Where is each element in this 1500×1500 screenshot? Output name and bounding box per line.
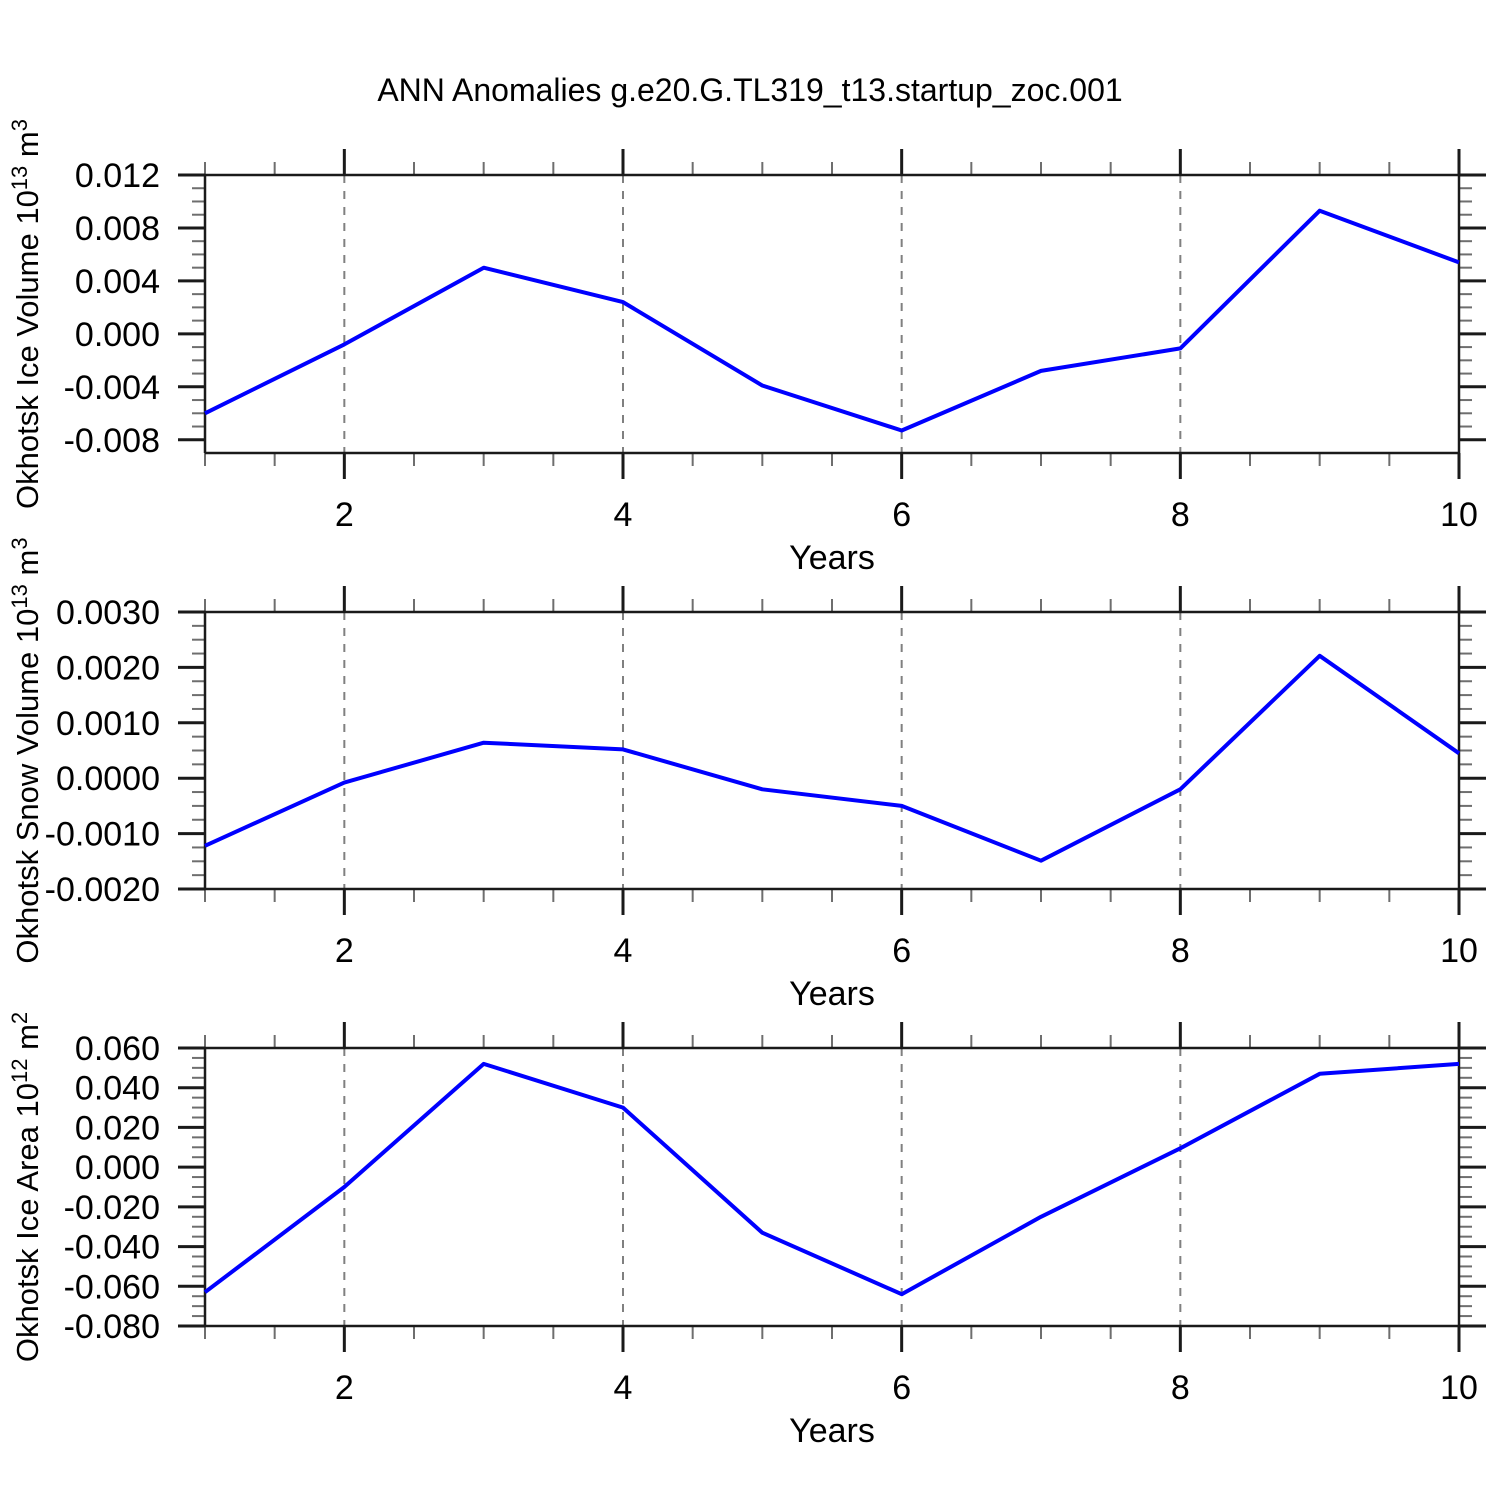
x-tick-label: 10 xyxy=(1440,1369,1478,1407)
y-tick-label: 0.000 xyxy=(75,1149,160,1187)
y-tick-label: 0.0000 xyxy=(56,760,160,798)
chart-panel-3: 0.0600.0400.0200.000-0.020-0.040-0.060-0… xyxy=(7,1012,1486,1450)
y-tick-label: 0.040 xyxy=(75,1070,160,1108)
y-tick-label: -0.0020 xyxy=(45,871,160,909)
y-tick-label: -0.004 xyxy=(64,369,160,407)
x-tick-label: 4 xyxy=(614,932,633,970)
y-tick-label: 0.060 xyxy=(75,1030,160,1068)
y-tick-label: 0.000 xyxy=(75,316,160,354)
y-tick-label: 0.0020 xyxy=(56,649,160,687)
y-axis-title: Okhotsk Ice Volume 1013 m3 xyxy=(7,119,45,509)
y-tick-label: -0.0010 xyxy=(45,816,160,854)
y-tick-label: 0.008 xyxy=(75,210,160,248)
figure-title: ANN Anomalies g.e20.G.TL319_t13.startup_… xyxy=(377,72,1123,108)
y-tick-label: -0.020 xyxy=(64,1189,160,1227)
y-tick-label: 0.0030 xyxy=(56,594,160,632)
y-tick-label: 0.004 xyxy=(75,263,160,301)
x-axis-title: Years xyxy=(789,539,875,577)
data-line xyxy=(204,653,1461,863)
x-tick-label: 8 xyxy=(1171,496,1190,534)
x-axis-title: Years xyxy=(789,1412,875,1450)
x-tick-label: 4 xyxy=(614,496,633,534)
x-tick-label: 4 xyxy=(614,1369,633,1407)
x-tick-label: 6 xyxy=(892,932,911,970)
x-tick-label: 2 xyxy=(335,1369,354,1407)
x-tick-label: 2 xyxy=(335,496,354,534)
x-tick-label: 10 xyxy=(1440,496,1478,534)
x-tick-label: 6 xyxy=(892,1369,911,1407)
x-tick-label: 10 xyxy=(1440,932,1478,970)
data-line xyxy=(204,208,1460,433)
y-tick-label: -0.060 xyxy=(64,1268,160,1306)
x-tick-label: 8 xyxy=(1171,932,1190,970)
y-tick-label: -0.008 xyxy=(64,422,160,460)
y-axis-title: Okhotsk Snow Volume 1013 m3 xyxy=(7,537,45,963)
y-tick-label: -0.040 xyxy=(64,1229,160,1267)
x-axis-title: Years xyxy=(789,975,875,1013)
y-tick-label: 0.0010 xyxy=(56,705,160,743)
x-tick-label: 8 xyxy=(1171,1369,1190,1407)
x-tick-label: 6 xyxy=(892,496,911,534)
y-tick-label: 0.020 xyxy=(75,1109,160,1147)
y-tick-label: -0.080 xyxy=(64,1308,160,1346)
chart-panel-1: 0.012 0.008 0.004 0.000 -0.004 -0.008 2 4 6 8 10 Ye… xyxy=(7,119,1486,577)
y-tick-label: 0.012 xyxy=(75,157,160,195)
y-axis-title: Okhotsk Ice Area 1012 m2 xyxy=(7,1012,45,1362)
data-line xyxy=(203,1061,1460,1297)
chart-panel-2: 0.0030 0.0020 0.0010 0.0000 -0.0010 -0.0020 2 4… xyxy=(7,537,1486,1013)
x-tick-label: 2 xyxy=(335,932,354,970)
